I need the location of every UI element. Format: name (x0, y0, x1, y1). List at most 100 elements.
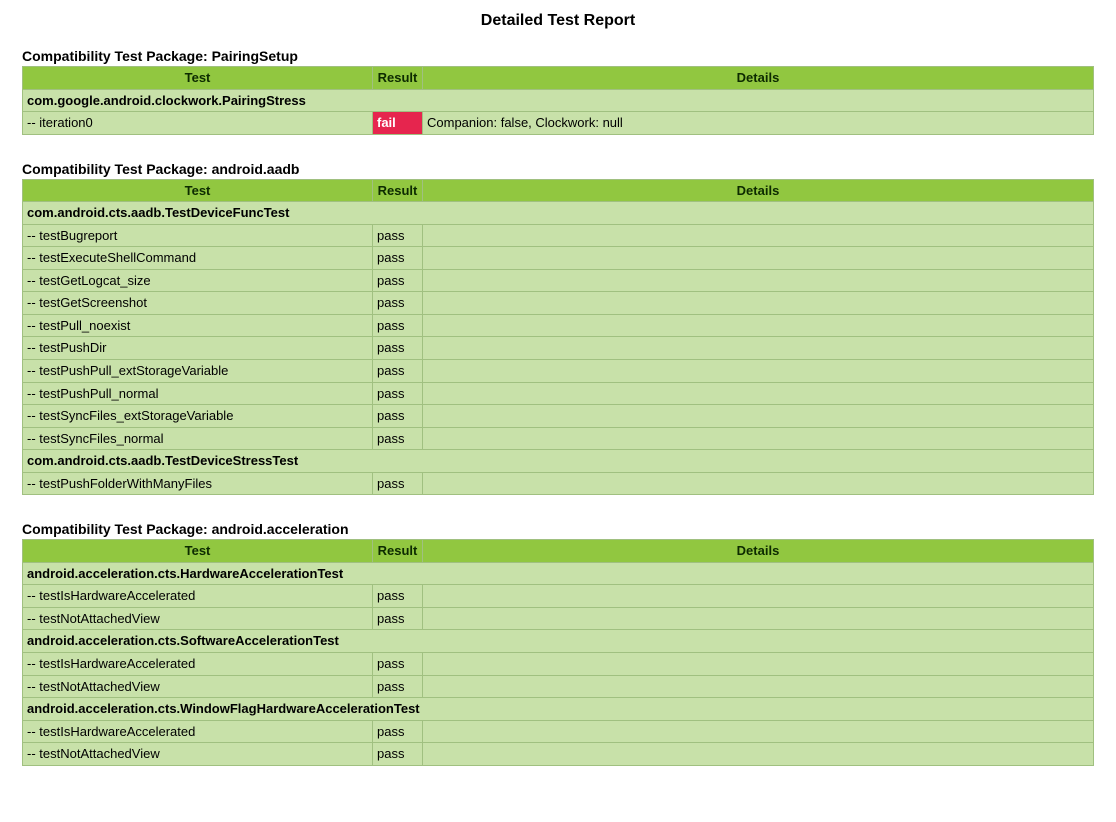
test-prefix: -- (27, 273, 39, 288)
test-details-cell (423, 720, 1094, 743)
test-row: -- testNotAttachedView pass (23, 675, 1094, 698)
test-row: -- testNotAttachedView pass (23, 743, 1094, 766)
test-prefix: -- (27, 250, 39, 265)
test-row: -- testPushPull_normalpass (23, 382, 1094, 405)
column-header-result: Result (373, 67, 423, 90)
column-header-test: Test (23, 540, 373, 563)
test-prefix: -- (27, 386, 39, 401)
test-name: testGetLogcat_size (39, 273, 150, 288)
test-result-cell: pass (373, 292, 423, 315)
column-header-result: Result (373, 540, 423, 563)
test-prefix: -- (27, 115, 39, 130)
test-name: testPushFolderWithManyFiles (39, 476, 212, 491)
test-name-cell: -- iteration0 (23, 112, 373, 135)
test-row: -- testPushFolderWithManyFilespass (23, 472, 1094, 495)
suite-name: android.acceleration.cts.WindowFlagHardw… (23, 698, 1094, 721)
test-name-cell: -- testIsHardwareAccelerated (23, 653, 373, 676)
packages-container: Compatibility Test Package: PairingSetup… (22, 48, 1094, 766)
package-name: PairingSetup (212, 48, 298, 64)
test-table: TestResultDetailsandroid.acceleration.ct… (22, 539, 1094, 765)
test-prefix: -- (27, 408, 39, 423)
suite-name: com.android.cts.aadb.TestDeviceStressTes… (23, 450, 1094, 473)
test-name-cell: -- testPushPull_extStorageVariable (23, 360, 373, 383)
test-name: testExecuteShellCommand (39, 250, 196, 265)
test-prefix: -- (27, 746, 39, 761)
test-details-cell (423, 247, 1094, 270)
test-result-cell: fail (373, 112, 423, 135)
test-row: -- testGetLogcat_sizepass (23, 269, 1094, 292)
test-result-cell: pass (373, 247, 423, 270)
test-name-cell: -- testPushDir (23, 337, 373, 360)
test-row: -- testPushDirpass (23, 337, 1094, 360)
column-header-details: Details (423, 540, 1094, 563)
test-row: -- testSyncFiles_extStorageVariablepass (23, 405, 1094, 428)
test-name: iteration0 (39, 115, 92, 130)
test-details-cell (423, 472, 1094, 495)
suite-row: com.android.cts.aadb.TestDeviceFuncTest (23, 202, 1094, 225)
test-name-cell: -- testIsHardwareAccelerated (23, 585, 373, 608)
suite-row: android.acceleration.cts.SoftwareAcceler… (23, 630, 1094, 653)
suite-row: com.google.android.clockwork.PairingStre… (23, 89, 1094, 112)
test-result-cell: pass (373, 675, 423, 698)
test-result-cell: pass (373, 607, 423, 630)
test-name: testIsHardwareAccelerated (39, 588, 195, 603)
test-prefix: -- (27, 363, 39, 378)
package-name: android.aadb (212, 161, 300, 177)
test-details-cell (423, 224, 1094, 247)
test-details-cell (423, 405, 1094, 428)
test-table: TestResultDetailscom.google.android.cloc… (22, 66, 1094, 135)
suite-row: android.acceleration.cts.HardwareAcceler… (23, 562, 1094, 585)
suite-name: android.acceleration.cts.SoftwareAcceler… (23, 630, 1094, 653)
test-result-cell: pass (373, 360, 423, 383)
test-details-cell (423, 292, 1094, 315)
test-details-cell (423, 337, 1094, 360)
test-result-cell: pass (373, 224, 423, 247)
test-name: testNotAttachedView (39, 679, 159, 694)
test-details-cell (423, 585, 1094, 608)
package-heading-prefix: Compatibility Test Package: (22, 48, 212, 64)
test-row: -- testBugreport pass (23, 224, 1094, 247)
page-title: Detailed Test Report (22, 12, 1094, 30)
test-prefix: -- (27, 724, 39, 739)
column-header-details: Details (423, 179, 1094, 202)
test-result-cell: pass (373, 427, 423, 450)
test-details-cell (423, 360, 1094, 383)
test-name: testPull_noexist (39, 318, 130, 333)
test-row: -- testIsHardwareAcceleratedpass (23, 720, 1094, 743)
test-name: testPushDir (39, 340, 106, 355)
test-result-cell: pass (373, 720, 423, 743)
test-name-cell: -- testPushPull_normal (23, 382, 373, 405)
test-row: -- testPull_noexistpass (23, 314, 1094, 337)
test-name-cell: -- testNotAttachedView (23, 607, 373, 630)
test-row: -- iteration0failCompanion: false, Clock… (23, 112, 1094, 135)
test-result-cell: pass (373, 472, 423, 495)
test-row: -- testIsHardwareAcceleratedpass (23, 653, 1094, 676)
test-prefix: -- (27, 340, 39, 355)
test-prefix: -- (27, 318, 39, 333)
test-result-cell: pass (373, 743, 423, 766)
test-name: testNotAttachedView (39, 746, 159, 761)
test-name: testIsHardwareAccelerated (39, 724, 195, 739)
test-name-cell: -- testIsHardwareAccelerated (23, 720, 373, 743)
suite-name: android.acceleration.cts.HardwareAcceler… (23, 562, 1094, 585)
test-name: testSyncFiles_normal (39, 431, 163, 446)
test-details-cell: Companion: false, Clockwork: null (423, 112, 1094, 135)
package-name: android.acceleration (212, 521, 349, 537)
package-block: Compatibility Test Package: PairingSetup… (22, 48, 1094, 135)
test-prefix: -- (27, 228, 39, 243)
test-name: testBugreport (39, 228, 117, 243)
test-row: -- testSyncFiles_normalpass (23, 427, 1094, 450)
test-details-cell (423, 653, 1094, 676)
test-name: testGetScreenshot (39, 295, 147, 310)
column-header-result: Result (373, 179, 423, 202)
column-header-details: Details (423, 67, 1094, 90)
test-details-cell (423, 314, 1094, 337)
suite-row: com.android.cts.aadb.TestDeviceStressTes… (23, 450, 1094, 473)
test-prefix: -- (27, 679, 39, 694)
package-block: Compatibility Test Package: android.aadb… (22, 161, 1094, 496)
test-name-cell: -- testGetLogcat_size (23, 269, 373, 292)
test-name-cell: -- testPushFolderWithManyFiles (23, 472, 373, 495)
suite-row: android.acceleration.cts.WindowFlagHardw… (23, 698, 1094, 721)
test-name-cell: -- testSyncFiles_extStorageVariable (23, 405, 373, 428)
test-details-cell (423, 675, 1094, 698)
